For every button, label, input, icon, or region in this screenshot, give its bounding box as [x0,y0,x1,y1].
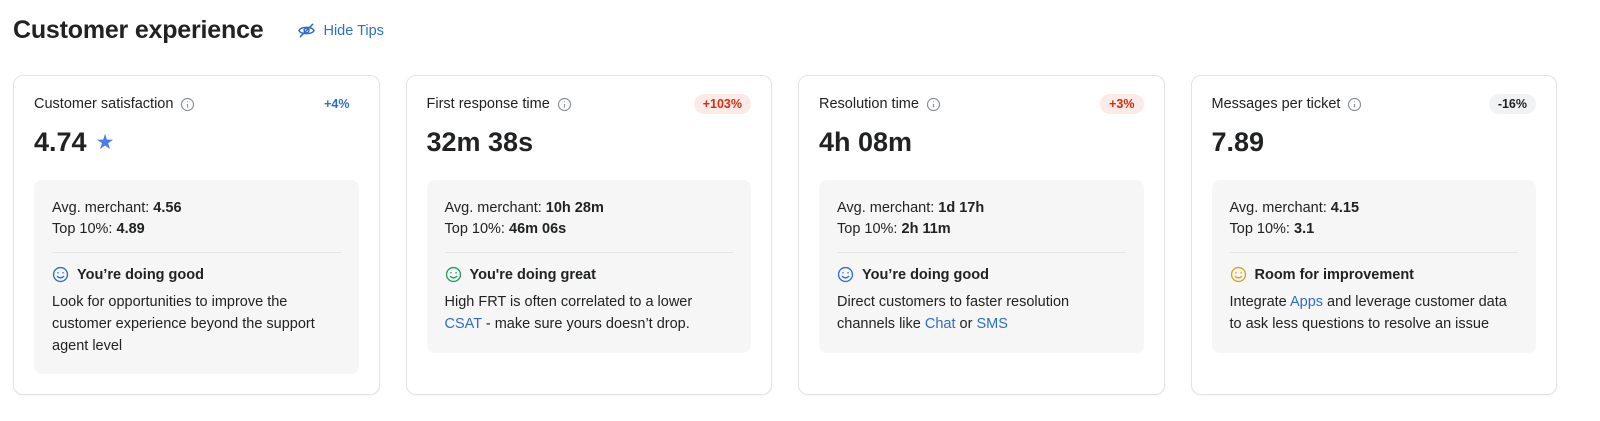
star-icon: ★ [95,131,115,154]
change-badge: -16% [1488,94,1536,114]
customer-experience-section: Customer experience Hide Tips Customer s… [13,16,1557,395]
inline-link[interactable]: SMS [976,315,1008,332]
status-row: You’re doing good [837,266,1126,283]
benchmark-panel: Avg. merchant: 4.15 Top 10%: 3.1 Room fo… [1211,180,1536,353]
change-badge: +3% [1100,94,1144,114]
card-description: Integrate Apps and leverage customer dat… [1230,292,1519,336]
page-title: Customer experience [13,16,264,44]
card-title: Customer satisfaction [34,96,174,112]
info-icon[interactable] [557,97,572,112]
eye-off-icon [297,21,316,40]
hide-tips-button[interactable]: Hide Tips [297,21,384,40]
section-header: Customer experience Hide Tips [13,16,1557,45]
divider [1229,252,1518,253]
top-ten-stat: Top 10%: 2h 11m [837,221,951,237]
benchmark-panel: Avg. merchant: 1d 17h Top 10%: 2h 11m Yo… [819,180,1144,353]
status-text: You're doing great [469,266,596,283]
benchmark-panel: Avg. merchant: 4.56 Top 10%: 4.89 You’re… [34,180,359,375]
metric-value: 7.89 [1211,127,1265,157]
divider [444,252,733,253]
inline-link[interactable]: Apps [1289,294,1324,310]
status-row: You’re doing good [52,266,341,283]
metric-card-resolution-time: Resolution time +3% 4h 08m Avg. merchant… [798,75,1165,395]
status-text: You’re doing good [862,266,989,283]
smiley-face-icon [445,266,462,283]
metric-value: 4h 08m [819,127,913,157]
info-icon[interactable] [926,97,941,112]
metric-value: 32m 38s [426,127,534,157]
smiley-face-icon [52,266,69,283]
top-ten-stat: Top 10%: 3.1 [1229,221,1315,237]
hide-tips-label: Hide Tips [323,22,384,39]
metric-cards-row: Customer satisfaction +4% 4.74 ★ Avg. me… [13,75,1557,395]
avg-merchant-stat: Avg. merchant: 10h 28m [444,200,604,216]
change-badge: +4% [324,97,350,111]
avg-merchant-stat: Avg. merchant: 4.56 [52,200,182,216]
change-badge: +103% [693,94,751,114]
description-text: Look for opportunities to improve the cu… [52,294,315,354]
metric-card-first-response-time: First response time +103% 32m 38s Avg. m… [405,75,772,395]
card-title: First response time [426,96,550,112]
divider [52,252,341,253]
smiley-face-icon [1230,266,1247,283]
description-text: - make sure yours doesn’t drop. [481,315,690,332]
avg-merchant-stat: Avg. merchant: 1d 17h [837,200,985,216]
info-icon[interactable] [180,97,195,112]
metric-card-customer-satisfaction: Customer satisfaction +4% 4.74 ★ Avg. me… [13,75,380,395]
divider [837,252,1126,253]
top-ten-stat: Top 10%: 46m 06s [444,221,567,237]
description-text: Integrate [1229,294,1290,310]
description-text: or [955,315,977,332]
inline-link[interactable]: CSAT [444,315,482,332]
card-description: High FRT is often correlated to a lower … [445,292,734,336]
status-row: Room for improvement [1230,266,1519,283]
top-ten-stat: Top 10%: 4.89 [52,221,145,237]
metric-value: 4.74 [34,127,87,157]
status-text: You’re doing good [77,266,204,283]
status-text: Room for improvement [1254,266,1415,283]
description-text: High FRT is often correlated to a lower [444,294,693,310]
benchmark-panel: Avg. merchant: 10h 28m Top 10%: 46m 06s … [426,180,751,353]
inline-link[interactable]: Chat [924,315,956,332]
info-icon[interactable] [1347,97,1362,112]
avg-merchant-stat: Avg. merchant: 4.15 [1229,200,1360,216]
card-title: Resolution time [819,96,919,112]
card-title: Messages per ticket [1211,96,1341,112]
description-text: and leverage customer data to ask less q… [1229,294,1507,332]
metric-card-messages-per-ticket: Messages per ticket -16% 7.89 Avg. merch… [1190,75,1557,395]
smiley-face-icon [837,266,854,283]
card-description: Look for opportunities to improve the cu… [52,292,341,357]
status-row: You're doing great [445,266,734,283]
description-text: Direct customers to faster resolution ch… [837,294,1070,332]
card-description: Direct customers to faster resolution ch… [837,292,1126,336]
